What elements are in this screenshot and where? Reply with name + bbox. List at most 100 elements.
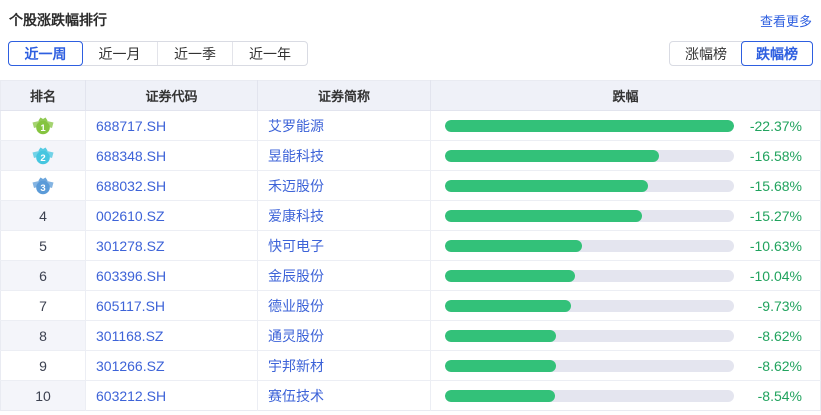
code-cell: 301266.SZ: [85, 350, 258, 381]
decline-bar-fill: [445, 119, 734, 132]
svg-text:3: 3: [40, 183, 45, 194]
name-cell: 宇邦新材: [257, 350, 431, 381]
table-row: 2 688348.SH 昱能科技 -16.58%: [0, 140, 821, 171]
decline-bar-fill: [445, 209, 643, 222]
table-row: 1 688717.SH 艾罗能源 -22.37%: [0, 110, 821, 141]
change-cell: -15.68%: [430, 170, 821, 201]
rank-cell: 5: [0, 230, 86, 261]
decline-bar-fill: [445, 299, 571, 312]
tab-last-week[interactable]: 近一周: [8, 41, 83, 66]
medal-icon: 2: [32, 147, 54, 165]
name-cell: 禾迈股份: [257, 170, 431, 201]
rank-number: 7: [39, 297, 47, 314]
name-cell: 通灵股份: [257, 320, 431, 351]
stock-name-link[interactable]: 通灵股份: [268, 327, 324, 344]
stock-name-link[interactable]: 艾罗能源: [268, 117, 324, 134]
table-row: 6 603396.SH 金辰股份 -10.04%: [0, 260, 821, 291]
stock-code-link[interactable]: 605117.SH: [96, 297, 166, 314]
name-cell: 赛伍技术: [257, 380, 431, 411]
board-toggle-group: 涨幅榜 跌幅榜: [669, 41, 813, 66]
table-row: 8 301168.SZ 通灵股份 -8.62%: [0, 320, 821, 351]
stock-name-link[interactable]: 金辰股份: [268, 267, 324, 284]
table-row: 3 688032.SH 禾迈股份 -15.68%: [0, 170, 821, 201]
decline-percent: -8.62%: [757, 357, 802, 374]
name-cell: 快可电子: [257, 230, 431, 261]
decline-bar-track: [445, 149, 734, 162]
rank-number: 9: [39, 357, 47, 374]
controls-row: 近一周 近一月 近一季 近一年 涨幅榜 跌幅榜: [0, 41, 821, 66]
name-cell: 德业股份: [257, 290, 431, 321]
stock-name-link[interactable]: 昱能科技: [268, 147, 324, 164]
stock-code-link[interactable]: 603396.SH: [96, 267, 167, 284]
tab-last-quarter[interactable]: 近一季: [157, 42, 232, 65]
col-header-code: 证券代码: [85, 80, 258, 111]
stock-code-link[interactable]: 301168.SZ: [96, 327, 164, 344]
rank-cell: 9: [0, 350, 86, 381]
change-cell: -9.73%: [430, 290, 821, 321]
page-title: 个股涨跌幅排行: [9, 12, 107, 28]
decline-percent: -8.54%: [757, 387, 802, 404]
name-cell: 爱康科技: [257, 200, 431, 231]
change-cell: -15.27%: [430, 200, 821, 231]
tab-last-month[interactable]: 近一月: [98, 45, 141, 62]
decline-bar-track: [445, 389, 734, 402]
stock-name-link[interactable]: 宇邦新材: [268, 357, 324, 374]
stock-name-link[interactable]: 爱康科技: [268, 207, 324, 224]
rank-cell: 1: [0, 110, 86, 141]
toggle-losers[interactable]: 跌幅榜: [741, 41, 813, 66]
stock-code-link[interactable]: 603212.SH: [96, 387, 167, 404]
stock-name-link[interactable]: 赛伍技术: [268, 387, 324, 404]
decline-percent: -22.37%: [749, 117, 802, 134]
rank-cell: 3: [0, 170, 86, 201]
rank-table: 排名 证券代码 证券简称 跌幅 1: [0, 80, 821, 411]
decline-bar-fill: [445, 389, 556, 402]
change-cell: -10.04%: [430, 260, 821, 291]
col-header-rank: 排名: [0, 80, 86, 111]
period-tab-group: 近一周 近一月 近一季 近一年: [8, 41, 308, 66]
rank-number: 8: [39, 327, 47, 344]
tab-last-year[interactable]: 近一年: [232, 42, 307, 65]
stock-name-link[interactable]: 禾迈股份: [268, 177, 324, 194]
code-cell: 605117.SH: [85, 290, 258, 321]
table-row: 10 603212.SH 赛伍技术 -8.54%: [0, 380, 821, 411]
medal-icon: 1: [32, 117, 54, 135]
rank-cell: 10: [0, 380, 86, 411]
stock-name-link[interactable]: 德业股份: [268, 297, 324, 314]
decline-bar-track: [445, 239, 734, 252]
stock-code-link[interactable]: 688717.SH: [96, 117, 167, 134]
decline-bar-fill: [445, 329, 557, 342]
stock-name-link[interactable]: 快可电子: [268, 237, 324, 254]
code-cell: 688348.SH: [85, 140, 258, 171]
decline-bar-track: [445, 209, 734, 222]
stock-code-link[interactable]: 301266.SZ: [96, 357, 165, 374]
code-cell: 603212.SH: [85, 380, 258, 411]
change-cell: -10.63%: [430, 230, 821, 261]
change-cell: -22.37%: [430, 110, 821, 141]
rank-number: 5: [39, 237, 47, 254]
rank-number: 10: [35, 387, 51, 404]
decline-percent: -10.63%: [749, 237, 802, 254]
table-row: 4 002610.SZ 爱康科技 -15.27%: [0, 200, 821, 231]
code-cell: 301278.SZ: [85, 230, 258, 261]
rank-cell: 6: [0, 260, 86, 291]
rank-number: 6: [39, 267, 47, 284]
stock-code-link[interactable]: 301278.SZ: [96, 237, 165, 254]
table-row: 9 301266.SZ 宇邦新材 -8.62%: [0, 350, 821, 381]
decline-percent: -15.27%: [749, 207, 802, 224]
view-more-link[interactable]: 查看更多: [759, 13, 812, 29]
change-cell: -8.62%: [430, 350, 821, 381]
decline-bar-track: [445, 329, 734, 342]
rank-number: 4: [39, 207, 47, 224]
toggle-gainers[interactable]: 涨幅榜: [685, 45, 727, 62]
stock-code-link[interactable]: 688348.SH: [96, 147, 167, 164]
stock-code-link[interactable]: 002610.SZ: [96, 207, 165, 224]
rank-cell: 4: [0, 200, 86, 231]
code-cell: 688717.SH: [85, 110, 258, 141]
stock-code-link[interactable]: 688032.SH: [96, 177, 167, 194]
name-cell: 金辰股份: [257, 260, 431, 291]
code-cell: 301168.SZ: [85, 320, 258, 351]
col-header-name: 证券简称: [257, 80, 431, 111]
code-cell: 002610.SZ: [85, 200, 258, 231]
table-row: 5 301278.SZ 快可电子 -10.63%: [0, 230, 821, 261]
